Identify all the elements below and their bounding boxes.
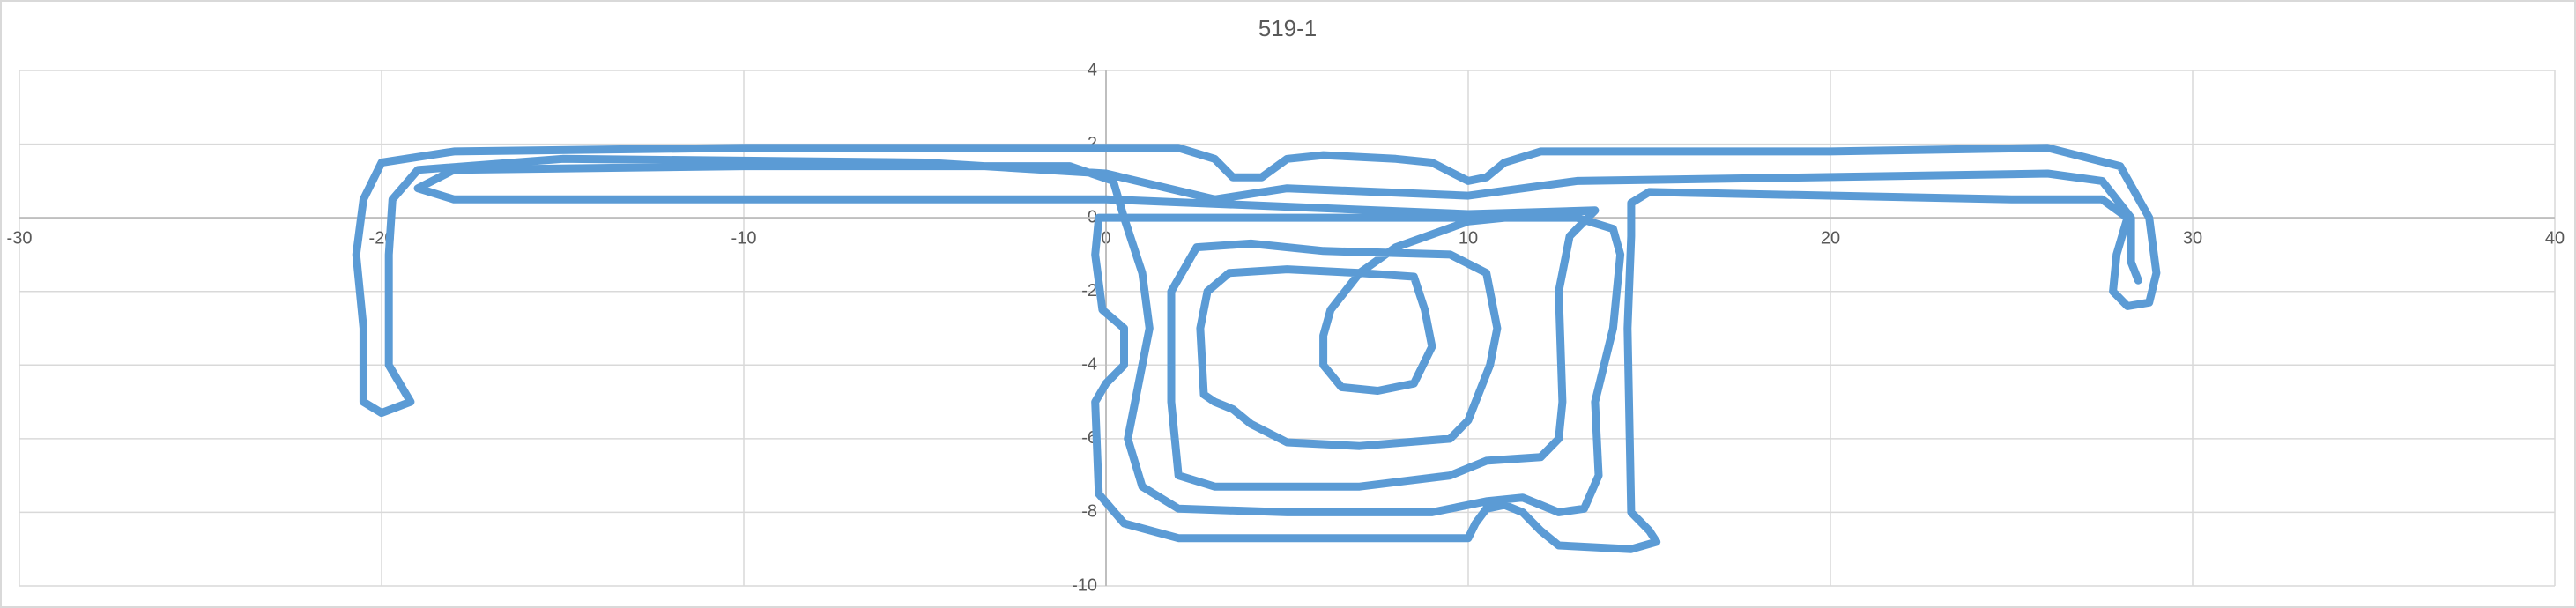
y-tick-label: 4 (1088, 60, 1097, 79)
y-tick-label: 2 (1088, 134, 1097, 153)
x-tick-label: 40 (2545, 228, 2565, 248)
y-tick-label: -8 (1081, 502, 1097, 522)
x-tick-label: -10 (731, 228, 757, 248)
y-tick-label: -4 (1081, 355, 1097, 374)
y-tick-label: -10 (1072, 575, 1097, 595)
chart-title: 519-1 (1258, 15, 1318, 41)
x-tick-label: -30 (7, 228, 33, 248)
x-tick-label: 10 (1459, 228, 1478, 248)
y-tick-label: -2 (1081, 281, 1097, 300)
x-tick-label: 30 (2183, 228, 2202, 248)
data-line (352, 144, 2161, 553)
x-tick-label: 20 (1821, 228, 1840, 248)
